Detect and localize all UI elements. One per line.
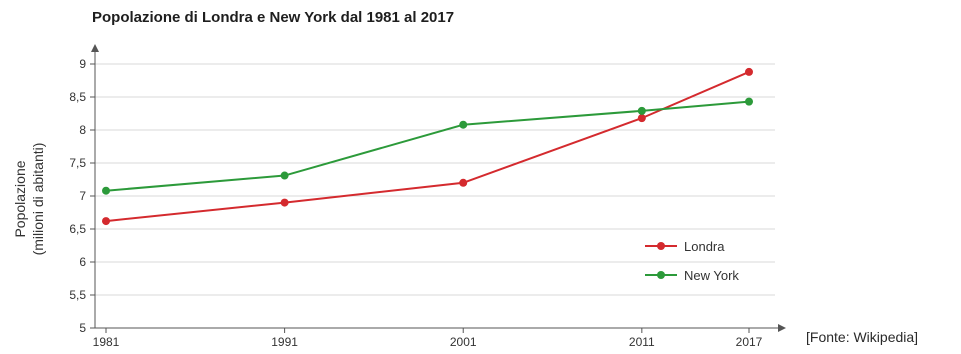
data-point — [102, 186, 110, 195]
y-tick-label: 5,5 — [69, 288, 86, 302]
chart-title: Popolazione di Londra e New York dal 198… — [92, 9, 455, 26]
data-point — [280, 198, 289, 207]
legend-label: New York — [684, 268, 739, 283]
y-tick-label: 7 — [79, 189, 86, 203]
data-point — [745, 97, 753, 106]
y-tick-label: 9 — [79, 57, 86, 71]
y-tick-label: 5 — [79, 321, 86, 335]
legend-label: Londra — [684, 239, 725, 254]
data-point — [102, 217, 110, 226]
data-point — [745, 67, 753, 76]
y-tick-label: 8,5 — [69, 90, 86, 104]
x-axis-arrow — [778, 324, 786, 332]
y-tick-labels: 5 5,5 6 6,5 7 7,5 8 8,5 9 — [69, 57, 86, 335]
data-point — [637, 114, 646, 123]
series-lines — [102, 67, 753, 226]
series-line-new-york — [105, 100, 750, 192]
data-point — [280, 171, 289, 180]
data-point — [459, 120, 468, 129]
x-tick-label: 2017 — [736, 335, 763, 349]
data-point — [637, 106, 646, 115]
y-tick-label: 7,5 — [69, 156, 86, 170]
legend-swatch-marker — [657, 271, 665, 279]
axes — [90, 44, 786, 333]
y-tick-label: 8 — [79, 123, 86, 137]
y-tick-label: 6 — [79, 255, 86, 269]
legend-swatch-marker — [657, 242, 665, 250]
x-tick-label: 1991 — [271, 335, 298, 349]
source-note: [Fonte: Wikipedia] — [806, 329, 919, 345]
x-tick-label: 2011 — [629, 335, 655, 349]
series-line-londra — [105, 71, 750, 223]
x-tick-label: 2001 — [450, 335, 477, 349]
y-axis-title-line2: (milioni di abitanti) — [30, 143, 46, 256]
x-tick-label: 1981 — [93, 335, 120, 349]
y-axis-arrow — [91, 44, 99, 52]
y-tick-label: 6,5 — [69, 222, 86, 236]
legend: Londra New York — [645, 239, 739, 283]
data-point — [459, 178, 468, 187]
y-axis-title-line1: Popolazione — [12, 160, 28, 237]
x-tick-labels: 1981 1991 2001 2011 2017 — [93, 335, 763, 349]
grid-lines — [95, 63, 775, 296]
